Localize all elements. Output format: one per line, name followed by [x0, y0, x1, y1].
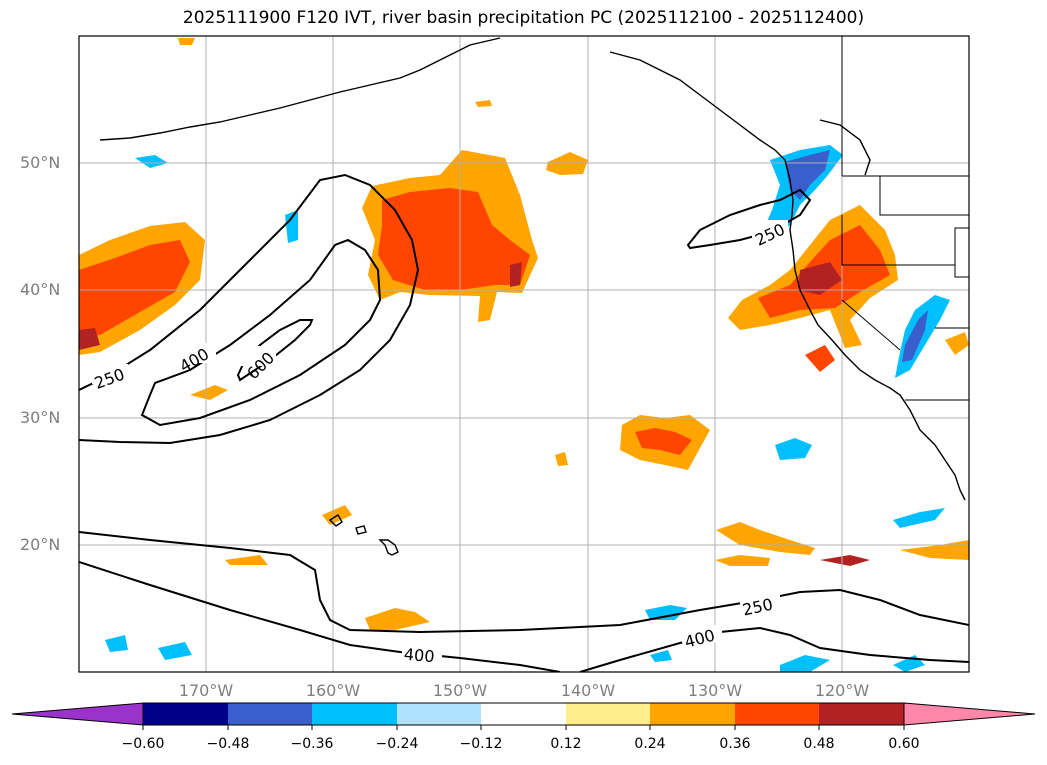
contour-250-south	[79, 531, 969, 634]
map-frame	[78, 35, 970, 673]
country-borders	[841, 36, 969, 401]
lon-label-150w: 150°W	[432, 681, 488, 700]
lon-label-160w: 160°W	[305, 681, 361, 700]
precip-neg-w1	[135, 155, 168, 168]
colorbar-tick-label: 0.12	[550, 736, 582, 752]
precip-neg-s6	[650, 650, 672, 662]
colorbar-segment-7	[650, 703, 735, 725]
colorbar-segment-2	[228, 703, 312, 725]
precip-neg-s1	[645, 605, 687, 620]
contour-250-coast	[686, 188, 812, 250]
precip-neg-w2	[285, 210, 298, 243]
lon-label-170w: 170°W	[178, 681, 234, 700]
lon-label-140w: 140°W	[560, 681, 616, 700]
coastlines	[99, 37, 966, 556]
colorbar-segment-4	[397, 703, 481, 725]
colorbar	[11, 702, 1036, 730]
contour-400-west	[140, 238, 382, 427]
colorbar-tick-label: −0.48	[206, 736, 250, 752]
contour-label-400-south: 400	[403, 645, 435, 667]
precip-region-east-small	[945, 332, 969, 355]
map-title: 2025111900 F120 IVT, river basin precipi…	[182, 8, 865, 28]
colorbar-tick-label: 0.24	[634, 736, 666, 752]
lat-label-40n: 40°N	[20, 280, 61, 299]
colorbar-tick-label: 0.60	[888, 736, 920, 752]
colorbar-segment-9	[819, 703, 904, 725]
precip-shading	[79, 38, 969, 672]
precip-region-patch6	[715, 555, 770, 566]
precip-neg-mid	[775, 438, 812, 460]
colorbar-tick-label: 0.36	[719, 736, 751, 752]
precip-region-patch9	[178, 38, 195, 45]
lat-label-20n: 20°N	[20, 535, 61, 554]
precip-neg-sierra-core	[902, 310, 928, 362]
precip-region-patch5	[716, 522, 815, 555]
precip-neg-se	[893, 508, 945, 528]
lon-label-120w: 120°W	[814, 681, 870, 700]
precip-region-patch11	[555, 452, 568, 466]
precip-region-central-max	[510, 262, 522, 287]
colorbar-tick-label: −0.60	[121, 736, 165, 752]
ivt-contours	[79, 173, 969, 672]
colorbar-segment-3	[312, 703, 397, 725]
colorbar-segment-8	[735, 703, 819, 725]
precip-neg-s4	[780, 655, 830, 672]
contour-250-west	[79, 173, 420, 445]
colorbar-extend-left	[11, 702, 144, 726]
precip-region-mid-east-core	[635, 428, 692, 455]
lat-label-50n: 50°N	[20, 153, 61, 172]
contour-400-se	[579, 626, 969, 672]
colorbar-tick-label: −0.24	[375, 736, 419, 752]
precip-region-west-max	[79, 328, 100, 350]
precip-neg-s2	[105, 635, 128, 652]
colorbar-segment-5	[481, 703, 566, 725]
precip-region-patch1	[190, 385, 228, 400]
lat-label-30n: 30°N	[20, 408, 61, 427]
precip-region-patch4	[365, 608, 430, 630]
colorbar-segment-6	[566, 703, 650, 725]
colorbar-extend-right	[903, 702, 1036, 726]
colorbar-tick-label: −0.12	[459, 736, 503, 752]
colorbar-tick-label: 0.48	[803, 736, 835, 752]
precip-region-patch7	[820, 555, 870, 566]
precip-neg-s3	[158, 642, 192, 660]
precip-region-patch3	[225, 555, 268, 565]
precip-region-westcoast-max	[798, 262, 842, 295]
colorbar-tick-label: −0.36	[290, 736, 334, 752]
contour-400-south	[79, 561, 561, 672]
precip-region-coast-south	[805, 345, 835, 372]
colorbar-segment-1	[143, 703, 228, 725]
precip-region-patch10	[475, 100, 492, 107]
lon-label-130w: 130°W	[687, 681, 743, 700]
precip-region-west-core	[79, 240, 190, 338]
